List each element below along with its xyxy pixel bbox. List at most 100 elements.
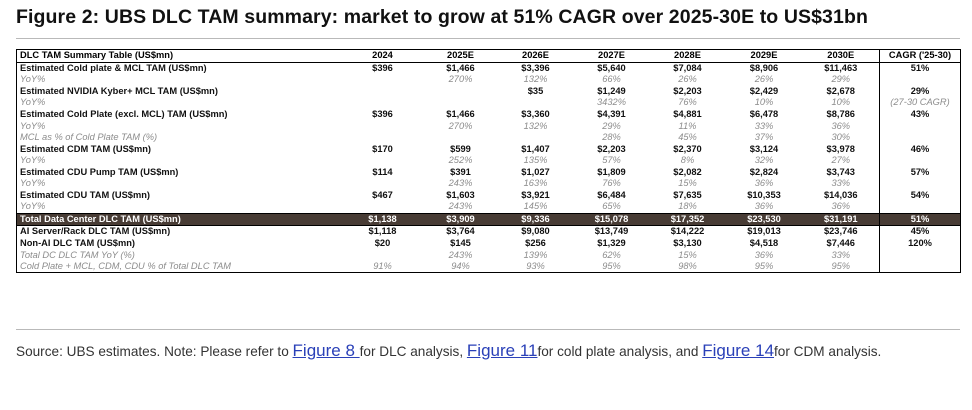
value-cell: $3,130 xyxy=(673,238,702,249)
value-cell xyxy=(424,97,498,109)
value-cell: 29% xyxy=(602,120,621,131)
source-suffix: for CDM analysis. xyxy=(774,344,882,359)
value-cell: 2028E xyxy=(649,49,726,63)
cagr-cell xyxy=(879,249,961,261)
value-cell: 270% xyxy=(448,74,473,85)
table-row: YoY% 252% 135% 57% 8% 32% 27% xyxy=(17,154,961,167)
row-label: Estimated NVIDIA Kyber+ MCL TAM (US$mn) xyxy=(20,85,218,96)
cagr-cell: 57% xyxy=(879,166,961,179)
value-cell xyxy=(342,155,424,167)
value-cell xyxy=(342,132,424,144)
value-cell: 10% xyxy=(831,97,851,108)
value-cell: $1,407 xyxy=(521,143,550,154)
value-cell: 98% xyxy=(678,261,697,272)
value-cell: $6,478 xyxy=(749,109,779,119)
value-cell xyxy=(498,132,574,144)
cagr-cell xyxy=(879,201,961,214)
row-label: Total Data Center DLC TAM (US$mn) xyxy=(16,212,342,227)
row-label: Estimated Cold Plate (excl. MCL) TAM (US… xyxy=(20,109,228,119)
value-cell: 243% xyxy=(448,178,473,189)
table-row: Total DC DLC TAM YoY (%) 243% 139% 62% 15% 36… xyxy=(17,249,961,261)
value-cell: $23,746 xyxy=(823,226,858,237)
value-cell: 2027E xyxy=(573,49,650,63)
value-cell: 95% xyxy=(831,261,851,272)
value-cell: $599 xyxy=(450,143,471,154)
table-row: Cold Plate + MCL, CDM, CDU % of Total DL… xyxy=(17,260,961,273)
value-cell: 30% xyxy=(831,132,851,143)
value-cell: $14,222 xyxy=(670,226,705,237)
top-divider xyxy=(16,38,960,39)
value-cell: 163% xyxy=(523,178,548,189)
figure-title: Figure 2: UBS DLC TAM summary: market to… xyxy=(16,6,868,28)
value-cell: $15,078 xyxy=(573,212,650,227)
value-cell: 15% xyxy=(678,249,697,260)
table-row: YoY% 270% 132% 66% 26% 26% 29% xyxy=(17,74,961,86)
value-cell: $3,396 xyxy=(521,62,550,73)
value-cell: 252% xyxy=(448,155,473,166)
row-label: Estimated CDM TAM (US$mn) xyxy=(20,143,152,154)
value-cell: 95% xyxy=(602,261,621,272)
value-cell: $145 xyxy=(450,238,471,249)
row-label: Estimated CDU Pump TAM (US$mn) xyxy=(20,166,179,177)
value-cell: 2030E xyxy=(802,49,880,63)
cagr-cell xyxy=(879,120,961,132)
row-label: Total DC DLC TAM YoY (%) xyxy=(20,249,135,260)
table-row: Non-AI DLC TAM (US$mn) $20 $145 $256 $1,329 $… xyxy=(17,237,961,250)
value-cell: $13,749 xyxy=(594,226,629,237)
figure-8-link[interactable]: Figure 8 xyxy=(292,341,360,360)
value-cell: $19,013 xyxy=(747,226,781,237)
value-cell xyxy=(342,120,424,132)
value-cell: $1,809 xyxy=(597,166,626,177)
value-cell: $7,635 xyxy=(673,189,702,200)
row-label: Cold Plate + MCL, CDM, CDU % of Total DL… xyxy=(20,261,232,272)
value-cell: 2025E xyxy=(423,49,498,63)
source-note: Source: UBS estimates. Note: Please refe… xyxy=(16,341,956,361)
value-cell: 8% xyxy=(680,155,695,166)
table-row: YoY% 243% 163% 76% 15% 36% 33% xyxy=(17,178,961,190)
value-cell xyxy=(498,97,574,109)
value-cell: 37% xyxy=(754,132,774,143)
value-cell: $4,518 xyxy=(749,238,779,249)
table-row: YoY% 270% 132% 29% 11% 33% 36% xyxy=(17,120,961,132)
value-cell: $3,921 xyxy=(521,189,550,200)
value-cell: $1,118 xyxy=(368,226,397,237)
value-cell: 32% xyxy=(754,155,774,166)
figure-14-link[interactable]: Figure 14 xyxy=(702,341,775,360)
value-cell: 66% xyxy=(602,74,621,85)
value-cell: $3,743 xyxy=(826,166,855,177)
value-cell: 36% xyxy=(831,201,851,212)
value-cell: 27% xyxy=(831,155,851,166)
value-cell: $31,191 xyxy=(802,212,880,227)
value-cell: $170 xyxy=(372,143,393,154)
value-cell: 135% xyxy=(523,155,548,166)
cagr-cell: 29% xyxy=(879,85,961,98)
value-cell xyxy=(424,86,498,98)
row-label: Non-AI DLC TAM (US$mn) xyxy=(20,238,135,249)
value-cell: $4,391 xyxy=(597,109,626,119)
value-cell xyxy=(342,74,424,86)
table-row: Estimated CDU Pump TAM (US$mn) $114 $391 $1… xyxy=(17,166,961,179)
value-cell: $3,978 xyxy=(826,143,855,154)
cagr-cell xyxy=(879,74,961,86)
value-cell: 145% xyxy=(523,201,548,212)
value-cell: $9,336 xyxy=(497,212,574,227)
value-cell: $35 xyxy=(527,85,544,96)
row-label: YoY% xyxy=(20,155,46,166)
figure-11-link[interactable]: Figure 11 xyxy=(466,341,538,360)
table-row: Estimated CDU TAM (US$mn) $467 $1,603 $3,92… xyxy=(17,189,961,202)
total-row: Total Data Center DLC TAM (US$mn) $1,138 $… xyxy=(16,212,961,227)
value-cell: 95% xyxy=(754,261,774,272)
value-cell: $8,906 xyxy=(749,62,779,73)
value-cell: $3,909 xyxy=(423,212,498,227)
value-cell: 33% xyxy=(831,178,851,189)
value-cell: $3,360 xyxy=(521,109,550,119)
value-cell: $1,138 xyxy=(341,212,424,227)
value-cell: $10,353 xyxy=(747,189,781,200)
value-cell: 243% xyxy=(448,201,473,212)
value-cell: $20 xyxy=(374,238,391,249)
row-label: YoY% xyxy=(20,120,46,131)
value-cell: $14,036 xyxy=(823,189,858,200)
value-cell: $396 xyxy=(372,109,393,119)
dlc-tam-summary-table: DLC TAM Summary Table (US$mn) 2024 2025E 20… xyxy=(16,49,961,274)
value-cell: 26% xyxy=(754,74,774,85)
